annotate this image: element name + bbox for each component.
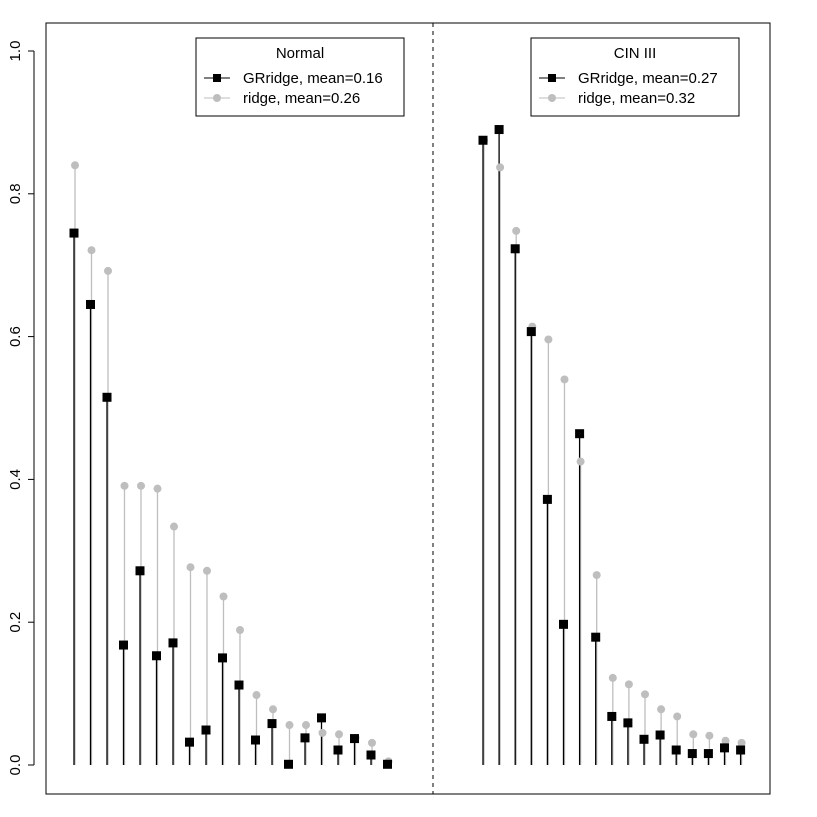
grridge-point	[607, 711, 617, 721]
y-tick-label: 0.6	[7, 326, 24, 347]
grridge-point	[152, 651, 161, 661]
ridge-point	[512, 226, 521, 235]
legend-marker-grridge	[213, 74, 221, 82]
ridge-point	[236, 626, 244, 635]
y-tick-label: 1.0	[7, 41, 24, 62]
grridge-point	[366, 750, 376, 760]
ridge-point	[608, 673, 617, 682]
grridge-point	[168, 638, 178, 648]
grridge-point	[317, 713, 326, 723]
legend-marker-ridge	[213, 94, 221, 102]
legend-cin-iii: CIN III GRridge, mean=0.27 ridge, mean=0…	[530, 37, 740, 117]
legend-label-grridge: GRridge, mean=0.27	[578, 70, 718, 87]
ridge-point	[285, 721, 294, 730]
ridge-point	[87, 246, 96, 255]
legend-label-ridge: ridge, mean=0.32	[578, 90, 695, 107]
ridge-point	[737, 738, 746, 747]
grridge-point	[671, 745, 681, 755]
grridge-point	[591, 632, 601, 642]
legend-label-ridge: ridge, mean=0.26	[243, 90, 360, 107]
ridge-point	[203, 566, 211, 575]
y-tick-label: 0.0	[7, 755, 24, 776]
legend-normal: Normal GRridge, mean=0.16 ridge, mean=0.…	[195, 37, 405, 117]
ridge-point	[186, 563, 195, 572]
grridge-point	[234, 680, 244, 690]
legend-box	[530, 37, 740, 117]
points	[69, 125, 746, 769]
y-tick-label: 0.8	[7, 183, 24, 204]
grridge-point	[383, 759, 392, 769]
grridge-point	[478, 135, 488, 145]
legend-box	[195, 37, 405, 117]
ridge-point	[302, 721, 310, 730]
ridge-point	[153, 484, 162, 493]
grridge-point	[284, 759, 293, 769]
grridge-point	[251, 735, 260, 745]
legend-title: CIN III	[614, 45, 657, 62]
y-axis: 0.0 0.2 0.4 0.6 0.8 1.0	[7, 41, 35, 776]
ridge-point	[71, 161, 79, 170]
grridge-point	[736, 745, 746, 755]
y-tick-label: 0.4	[7, 469, 24, 490]
grridge-point	[494, 125, 504, 135]
grridge-point	[542, 494, 552, 504]
ridge-point	[137, 481, 145, 490]
grridge-point	[526, 327, 536, 337]
grridge-point	[300, 733, 310, 743]
grridge-point	[575, 429, 585, 439]
ridge-point	[335, 730, 343, 739]
ridge-point	[120, 481, 129, 490]
grridge-point	[510, 244, 520, 254]
grridge-point	[218, 653, 227, 663]
ridge-point	[705, 731, 714, 740]
ridge-point	[624, 680, 633, 689]
ridge-point	[252, 691, 261, 700]
grridge-point	[655, 730, 665, 740]
legend-title: Normal	[276, 45, 324, 62]
legend-label-grridge: GRridge, mean=0.16	[243, 70, 383, 87]
ridge-point	[641, 690, 649, 699]
ridge-point	[368, 738, 376, 747]
ridge-point	[721, 736, 730, 745]
ridge-point	[689, 730, 698, 739]
grridge-point	[639, 734, 649, 744]
grridge-point	[720, 743, 729, 753]
grridge-point	[135, 566, 145, 576]
grridge-point	[102, 392, 112, 402]
grridge-point	[333, 745, 343, 755]
plot-box	[45, 22, 771, 795]
grridge-point	[623, 718, 633, 728]
grridge-point	[687, 749, 697, 759]
stems	[73, 129, 743, 765]
ridge-point	[170, 522, 178, 531]
grridge-point	[201, 725, 211, 735]
ridge-point	[219, 592, 228, 601]
y-tick-label: 0.2	[7, 612, 24, 633]
ridge-point	[544, 335, 553, 344]
grridge-point	[267, 719, 277, 729]
ridge-point	[318, 728, 327, 737]
ridge-point	[576, 457, 585, 466]
legend-marker-ridge	[548, 94, 556, 102]
grridge-point	[86, 299, 95, 309]
grridge-point	[559, 619, 568, 629]
ridge-point	[657, 705, 666, 714]
ridge-point	[269, 705, 277, 714]
grridge-point	[185, 737, 194, 747]
ridge-point	[592, 571, 601, 580]
ridge-point	[104, 266, 112, 275]
ridge-point	[496, 163, 505, 172]
grridge-point	[350, 734, 359, 744]
grridge-point	[69, 228, 79, 238]
ridge-point	[560, 375, 569, 384]
ridge-point	[673, 712, 682, 721]
grridge-point	[703, 749, 713, 759]
grridge-point	[119, 640, 128, 650]
legend-marker-grridge	[548, 74, 556, 82]
